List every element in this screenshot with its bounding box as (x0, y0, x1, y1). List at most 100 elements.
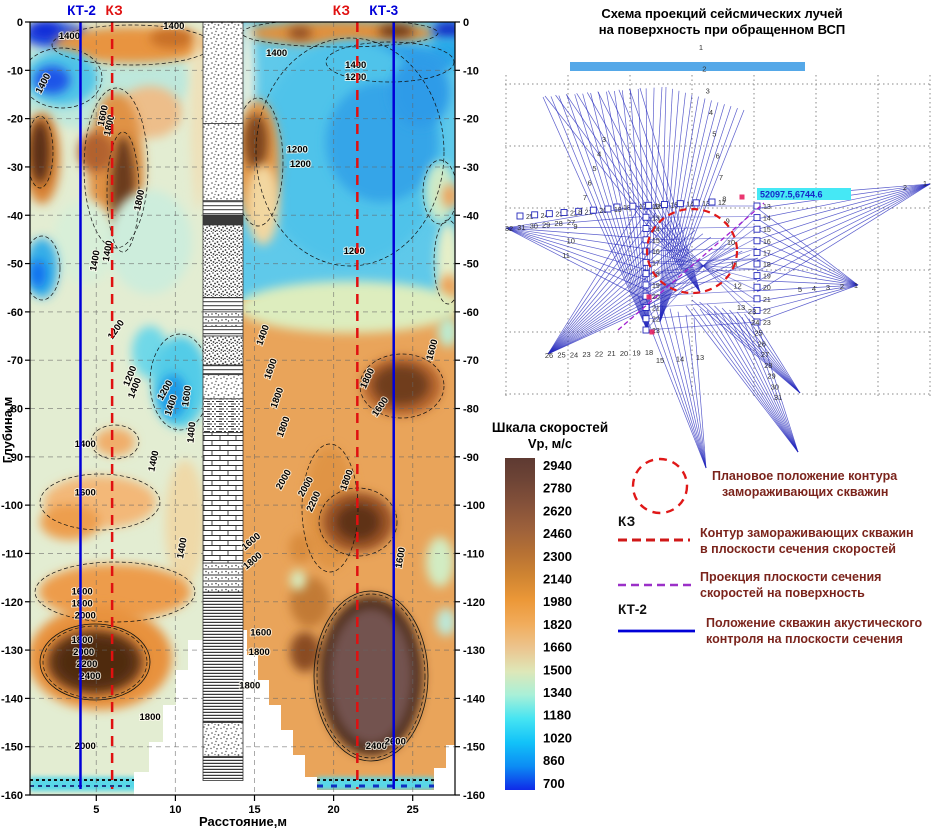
ray-number: 20 (763, 285, 771, 292)
star-grid (505, 75, 931, 398)
ray-number: 18 (645, 348, 653, 357)
ray-number: 21 (607, 349, 615, 358)
ray-number: 30 (771, 382, 779, 391)
colorbar-value: 2140 (543, 572, 572, 587)
coordinate-label-background (757, 188, 851, 200)
ray-number: 30 (530, 222, 538, 231)
y-tick-right: -90 (463, 452, 479, 464)
colorbar-value: 2460 (543, 526, 572, 541)
contour-label: 1200 (290, 159, 311, 170)
litho-segment-speckle-dense (202, 335, 244, 366)
colorbar-value: 1180 (543, 708, 571, 723)
contour-label: 1800 (102, 114, 117, 137)
litho-segment-hlines (202, 200, 244, 216)
legend-item-4-line1: Положение скважин акустического (706, 616, 922, 630)
litho-segment-hlines (202, 296, 244, 313)
ray-number: 2 (903, 183, 907, 192)
x-tick: 25 (407, 804, 419, 816)
ray-number: 29 (542, 220, 550, 229)
ray-number: 24 (570, 350, 578, 359)
colorbar-value: 1020 (543, 730, 572, 745)
ray-number: 7 (719, 173, 723, 182)
ray-number: 4 (597, 150, 601, 159)
contour-label: 1600 (180, 385, 194, 407)
y-tick-left: -60 (7, 307, 23, 319)
velocity-colorbar: Шкала скоростей Vp, м/с 2940 2780 2620 2460… (492, 420, 608, 791)
ray-number: 19 (632, 348, 640, 357)
ray-number: 12 (652, 204, 660, 211)
well-label-КЗ: КЗ (106, 3, 123, 18)
ray-number: 21 (763, 297, 771, 304)
ray-number: 13 (702, 201, 710, 208)
well-label-КТ-2: КТ-2 (67, 3, 96, 18)
ray-number: 29 (767, 372, 775, 381)
y-tick-left: 0 (17, 17, 23, 29)
legend-item-1-line1: Плановое положение контура (712, 469, 898, 483)
contour-label: 1800 (71, 599, 92, 610)
litho-segment-speckle (202, 123, 244, 202)
contour-label: 1800 (249, 647, 270, 658)
litho-segment-brick (202, 432, 244, 564)
ray-number: 20 (599, 208, 607, 215)
y-tick-right: -150 (463, 742, 485, 754)
ray-number: 27 (761, 350, 769, 359)
ray-number: 21 (585, 209, 593, 216)
y-tick-left: -130 (1, 645, 23, 657)
colorbar-labels: 2940 2780 2620 2460 2300 2140 1980 1820 1660 1500… (543, 458, 572, 791)
x-axis-title: Расстояние,м (199, 814, 287, 829)
contour-label: 1600 (75, 487, 96, 498)
ray-number: 1 (923, 179, 927, 188)
ray-number: 26 (545, 351, 553, 360)
ray-number: 28 (554, 219, 562, 228)
ray-number: 15 (671, 203, 679, 210)
ray-number: 16 (763, 239, 771, 246)
ray-number: 25 (754, 329, 762, 338)
x-tick: 15 (248, 804, 260, 816)
lithology-column (202, 21, 244, 781)
plot-grid (30, 22, 455, 795)
ray-number: 25 (526, 214, 534, 221)
legend-item-3-line2: скоростей на поверхность (700, 586, 865, 600)
ray-number: 14 (652, 227, 660, 234)
x-tick: 10 (169, 804, 181, 816)
colorbar-value: 2300 (543, 549, 572, 564)
litho-segment-hlines-dense (202, 591, 244, 723)
colorbar-gradient (505, 458, 535, 790)
ray-number: 19 (763, 274, 771, 281)
ray-number: 28 (764, 361, 772, 370)
contour-label: 2600 (385, 736, 406, 747)
well-lines: КТ-2 КЗ КЗ КТ-3 (67, 3, 399, 789)
ray-number: 8 (578, 208, 582, 217)
contour-label: 1400 (75, 439, 96, 450)
litho-segment-hlines (202, 325, 244, 337)
freezing-contour-circle (645, 207, 739, 295)
y-tick-left: -30 (7, 162, 23, 174)
y-tick-left: -110 (2, 548, 23, 560)
ray-number: 11 (562, 251, 570, 260)
ray-number: 21 (652, 305, 660, 312)
ray-number: 3 (826, 283, 830, 292)
y-tick-left: -90 (7, 452, 23, 464)
contour-label: 1800 (239, 681, 260, 692)
colorbar-value: 700 (543, 776, 565, 791)
ray-number: 26 (758, 339, 766, 348)
y-tick-left: -40 (7, 210, 23, 222)
x-tick: 20 (327, 804, 339, 816)
y-tick-right: -20 (463, 114, 479, 126)
contour-label: 1400 (163, 21, 184, 32)
contour-label: 2000 (73, 647, 94, 658)
contour-label: 1600 (71, 587, 92, 598)
ray-number: 12 (718, 200, 726, 207)
ray-number: 4 (709, 108, 713, 117)
y-tick-left: -100 (1, 500, 23, 512)
litho-segment-speckle-dense (202, 224, 244, 298)
colorbar-value: 2620 (543, 503, 572, 518)
velocity-cross-section: 1400140016001800140018001400140012001200… (0, 3, 485, 829)
ray-number: 17 (763, 250, 771, 257)
contour-label: 1600 (96, 104, 111, 127)
colorbar-value: 1820 (543, 617, 572, 632)
ray-number: 15 (652, 238, 660, 245)
ray-number: 10 (727, 238, 735, 247)
